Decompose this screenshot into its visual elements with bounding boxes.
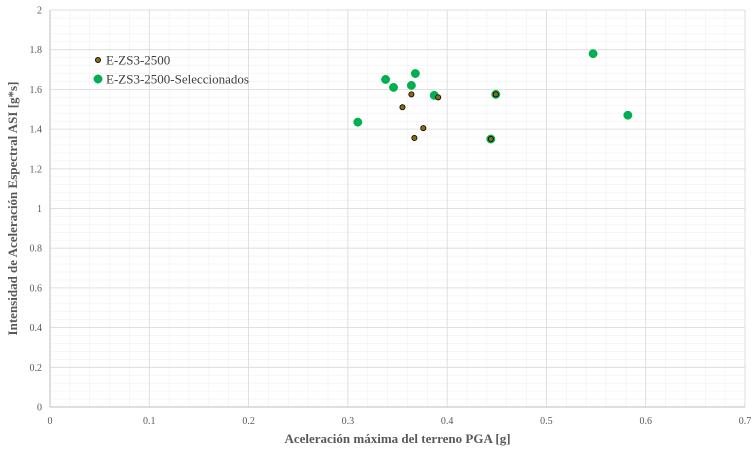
legend-marker (95, 57, 102, 64)
data-point-e-zs3-2500 (420, 125, 427, 132)
y-tick-label: 0.8 (30, 244, 43, 255)
y-tick-label: 1.8 (30, 45, 43, 56)
y-tick-label: 1.6 (30, 85, 43, 96)
y-tick-label: 1 (37, 204, 42, 215)
x-tick-label: 0.4 (441, 416, 454, 427)
y-axis-title: Intensidad de Aceleración Espectral ASI … (5, 82, 20, 336)
data-point-seleccionados (389, 82, 398, 92)
x-tick-label: 0.6 (639, 416, 652, 427)
y-tick-label: 1.2 (30, 164, 43, 175)
data-point-e-zs3-2500 (399, 104, 406, 111)
y-tick-label: 0.4 (30, 323, 43, 334)
legend-marker (93, 74, 103, 84)
y-tick-label: 0.6 (30, 283, 43, 294)
x-tick-label: 0.2 (242, 416, 255, 427)
x-tick-label: 0 (48, 416, 53, 427)
legend: E-ZS3-2500 E-ZS3-2500-Seleccionados (93, 53, 249, 87)
data-point-e-zs3-2500 (487, 136, 494, 143)
data-point-e-zs3-2500 (492, 91, 499, 98)
data-point-seleccionados (588, 49, 598, 59)
legend-label: E-ZS3-2500 (106, 53, 170, 68)
data-points (353, 49, 633, 144)
x-tick-label: 0.1 (143, 416, 156, 427)
x-tick-label: 0.5 (540, 416, 553, 427)
x-axis-ticks: 0 0.1 0.2 0.3 0.4 0.5 0.6 0.7 (48, 416, 752, 427)
y-axis-ticks: 0 0.2 0.4 0.6 0.8 1 1.2 1.4 1.6 1.8 2 (30, 6, 43, 414)
legend-label: E-ZS3-2500-Seleccionados (106, 72, 249, 87)
gridlines (49, 9, 746, 408)
data-point-seleccionados (406, 80, 416, 90)
y-tick-label: 0.2 (30, 363, 43, 374)
data-point-seleccionados (410, 69, 420, 78)
y-tick-label: 0 (37, 403, 42, 414)
data-point-e-zs3-2500 (435, 94, 442, 101)
x-tick-label: 0.3 (342, 416, 355, 427)
x-axis-title: Aceleración máxima del terreno PGA [g] (284, 431, 510, 446)
data-point-seleccionados (623, 110, 633, 120)
data-point-e-zs3-2500 (411, 135, 418, 142)
data-point-e-zs3-2500 (408, 91, 415, 98)
y-tick-label: 1.4 (30, 125, 43, 136)
x-tick-label: 0.7 (739, 416, 752, 427)
data-point-seleccionados (381, 75, 391, 84)
y-tick-label: 2 (37, 6, 42, 17)
axes (49, 10, 745, 408)
data-point-seleccionados (353, 117, 363, 127)
